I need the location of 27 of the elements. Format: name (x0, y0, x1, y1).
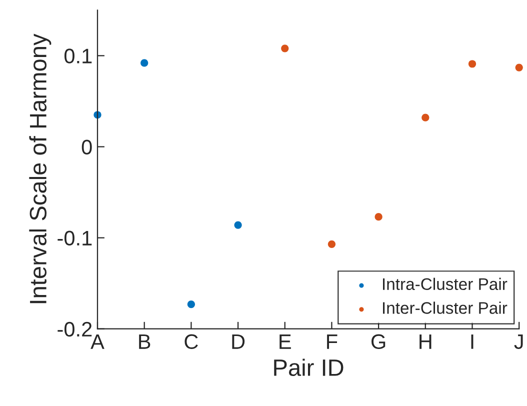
point (328, 240, 336, 248)
x-tick-label: C (184, 334, 198, 350)
point (234, 221, 242, 229)
point (187, 300, 195, 308)
y-tick-label: 0.1 (64, 48, 92, 64)
legend-label: Intra-Cluster Pair (383, 278, 508, 290)
point (140, 59, 148, 67)
point (281, 44, 289, 52)
x-tick-label: H (420, 334, 432, 349)
x-tick-label: F (327, 334, 338, 349)
x-tick-label: J (514, 334, 523, 350)
x-tick-label: B (139, 334, 150, 349)
y-tick-label: -0.1 (58, 230, 92, 246)
y-tick-label: -0.2 (58, 322, 92, 337)
y-tick-label: 0 (82, 140, 92, 154)
point (374, 213, 382, 221)
x-axis-title: Pair ID (274, 358, 344, 376)
point (468, 60, 476, 68)
x-tick-label: D (232, 334, 245, 349)
y-axis-title: Interval Scale of Harmony (29, 34, 52, 304)
legend-label: Inter-Cluster Pair (383, 302, 508, 314)
x-tick-label: I (471, 334, 474, 349)
x-tick-label: G (372, 334, 386, 350)
point (515, 64, 523, 72)
x-tick-label: E (280, 334, 291, 349)
x-tick-label: A (90, 334, 104, 349)
point (422, 114, 430, 122)
